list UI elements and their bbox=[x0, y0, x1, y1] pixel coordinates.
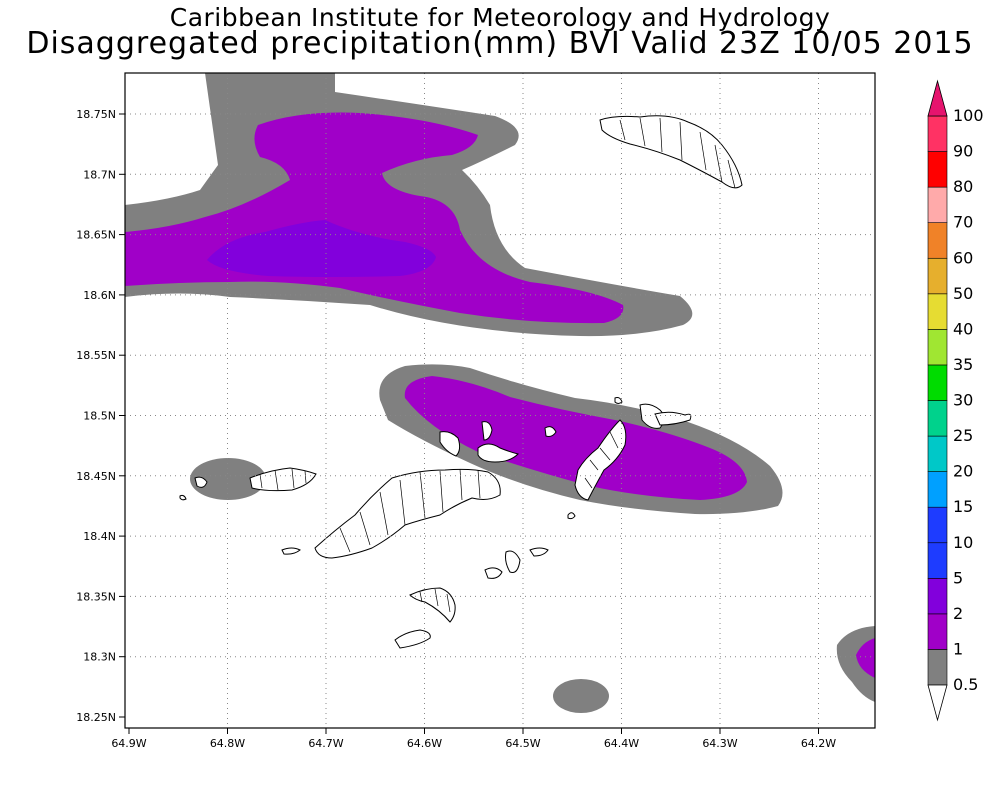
island-little-thatch bbox=[179, 494, 187, 501]
x-tick-label: 64.6W bbox=[407, 737, 442, 750]
colorbar-swatch bbox=[927, 506, 948, 544]
island-fallen-jerusalem bbox=[567, 512, 576, 520]
island-sandy bbox=[281, 547, 301, 555]
precip-region-2mm bbox=[404, 376, 747, 500]
x-tick-label: 64.9W bbox=[111, 737, 146, 750]
colorbar-label: 100 bbox=[953, 106, 984, 125]
island-peter bbox=[484, 567, 503, 579]
colorbar-label: 50 bbox=[953, 284, 973, 303]
island-beef bbox=[439, 431, 461, 457]
x-tick-label: 64.3W bbox=[702, 737, 737, 750]
island-anegada bbox=[599, 115, 743, 189]
colorbar-label: 40 bbox=[953, 319, 973, 338]
y-tick-label: 18.4N bbox=[83, 530, 116, 543]
colorbar-swatch bbox=[927, 542, 948, 579]
colorbar-swatch bbox=[927, 613, 948, 650]
colorbar-label: 80 bbox=[953, 177, 973, 196]
colorbar-label: 1 bbox=[953, 639, 963, 658]
colorbar-label: 30 bbox=[953, 391, 973, 410]
colorbar-label: 70 bbox=[953, 213, 973, 232]
y-tick-label: 18.5N bbox=[83, 410, 116, 423]
island-ginger bbox=[529, 547, 549, 557]
x-tick-label: 64.8W bbox=[210, 737, 245, 750]
precip-region-2mm bbox=[856, 638, 875, 678]
y-tick-label: 18.3N bbox=[83, 651, 116, 664]
island-scrub bbox=[477, 443, 519, 463]
colorbar-max-arrow bbox=[927, 79, 948, 117]
colorbar-swatch bbox=[927, 400, 948, 437]
island-tortola bbox=[314, 468, 501, 559]
island-great-camanoe bbox=[544, 426, 557, 437]
precip-region-1mm bbox=[553, 679, 609, 713]
island-guana bbox=[481, 421, 493, 441]
colorbar-swatch bbox=[927, 364, 948, 401]
colorbar-swatch bbox=[927, 435, 948, 472]
colorbar-label: 35 bbox=[953, 355, 973, 374]
y-tick-label: 18.65N bbox=[76, 229, 116, 242]
colorbar-swatch bbox=[927, 578, 948, 615]
plot-frame bbox=[124, 72, 876, 729]
y-tick-label: 18.6N bbox=[83, 289, 116, 302]
x-tick-label: 64.2W bbox=[801, 737, 836, 750]
colorbar-swatch bbox=[927, 257, 948, 295]
colorbar-swatch bbox=[927, 115, 948, 152]
x-tick-label: 64.5W bbox=[505, 737, 540, 750]
x-tick-label: 64.4W bbox=[604, 737, 639, 750]
colorbar-swatch bbox=[927, 471, 948, 508]
colorbar-swatch bbox=[927, 649, 948, 686]
y-tick-label: 18.25N bbox=[76, 711, 116, 724]
y-tick-label: 18.75N bbox=[76, 108, 116, 121]
x-tick-label: 64.7W bbox=[308, 737, 343, 750]
colorbar-swatch bbox=[927, 186, 948, 223]
colorbar-label: 25 bbox=[953, 426, 973, 445]
island-little-jost bbox=[194, 476, 208, 488]
chart-title: Caribbean Institute for Meteorology and … bbox=[169, 3, 831, 32]
colorbar-label: 90 bbox=[953, 142, 973, 161]
colorbar-label: 10 bbox=[953, 533, 973, 552]
island-jost-van-dyke bbox=[249, 467, 317, 492]
colorbar-swatch bbox=[927, 329, 948, 366]
island-norman bbox=[394, 629, 431, 649]
y-tick-label: 18.35N bbox=[76, 590, 116, 603]
colorbar-label: 20 bbox=[953, 462, 973, 481]
y-tick-label: 18.45N bbox=[76, 470, 116, 483]
island-virgin-gorda bbox=[574, 419, 627, 501]
island-salt bbox=[505, 550, 521, 573]
island-outlines bbox=[179, 115, 743, 649]
colorbar-label: 2 bbox=[953, 604, 963, 623]
precipitation-field bbox=[125, 73, 875, 713]
island-eustatia bbox=[614, 397, 623, 404]
y-tick-label: 18.55N bbox=[76, 349, 116, 362]
chart-subtitle: Disaggregated precipitation(mm) BVI Vali… bbox=[26, 26, 974, 61]
graticule bbox=[125, 73, 875, 728]
colorbar-label: 5 bbox=[953, 568, 963, 587]
colorbar-swatch bbox=[927, 151, 948, 188]
colorbar-swatch bbox=[927, 222, 948, 259]
island-cooper bbox=[409, 587, 456, 623]
colorbar-min-arrow bbox=[927, 684, 948, 722]
parcel-boundaries bbox=[259, 117, 736, 613]
colorbar-label: 60 bbox=[953, 248, 973, 267]
colorbar-label: 0.5 bbox=[953, 675, 978, 694]
y-tick-label: 18.7N bbox=[83, 168, 116, 181]
colorbar-label: 15 bbox=[953, 497, 973, 516]
y-axis: 18.75N 18.7N 18.65N 18.6N 18.55N 18.5N 18.45N 1… bbox=[76, 108, 125, 724]
colorbar-swatch bbox=[927, 293, 948, 330]
precip-region-5mm bbox=[207, 220, 436, 277]
x-axis: 64.9W 64.8W 64.7W 64.6W 64.5W 64.4W 64.3W 64.2W bbox=[111, 728, 836, 750]
